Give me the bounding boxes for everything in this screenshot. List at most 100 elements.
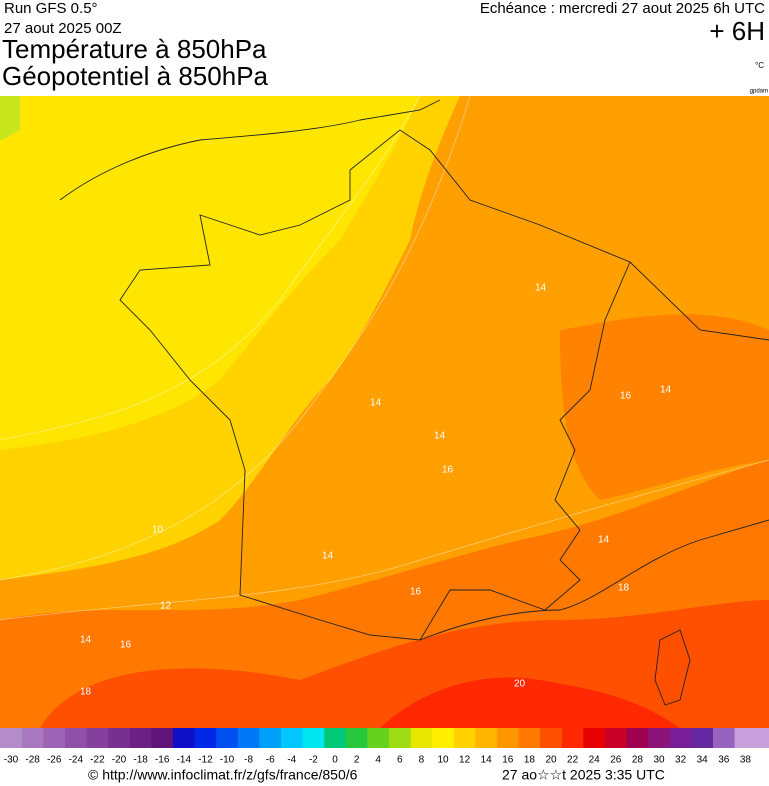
contour-label: 14 xyxy=(660,385,672,396)
colorbar-swatch xyxy=(129,728,152,748)
contour-label: 14 xyxy=(434,431,446,442)
contour-label: 20 xyxy=(514,679,526,690)
france-border xyxy=(119,129,631,641)
border xyxy=(629,261,769,341)
colorbar-label: 22 xyxy=(567,755,579,766)
colorbar-label: 6 xyxy=(397,755,403,766)
zone-16 xyxy=(560,314,769,500)
contour xyxy=(0,95,471,581)
colorbar-label: 24 xyxy=(589,755,601,766)
colorbar-swatch xyxy=(86,728,109,748)
echeance: Echéance : mercredi 27 aout 2025 6h UTC xyxy=(480,0,765,17)
contour-label: 18 xyxy=(618,583,630,594)
contour-label: 14 xyxy=(370,398,382,409)
contour-label: 12 xyxy=(160,601,172,612)
colorbar-swatch xyxy=(173,728,196,748)
contour xyxy=(0,95,421,441)
colorbar-label: 14 xyxy=(481,755,493,766)
colorbar-label: -8 xyxy=(244,755,253,766)
title: Température à 850hPa xyxy=(2,34,267,64)
colorbar-label: 8 xyxy=(419,755,425,766)
contour-label: 14 xyxy=(535,283,547,294)
contour-label: 14 xyxy=(322,551,334,562)
colorbar-edge xyxy=(0,728,1,748)
colorbar-label: 12 xyxy=(459,755,471,766)
contour-label: 10 xyxy=(152,525,164,536)
colorbar-label: 32 xyxy=(675,755,687,766)
colorbar-label: -28 xyxy=(25,755,40,766)
colorbar-label: -12 xyxy=(198,755,213,766)
colorbar-label: 18 xyxy=(524,755,536,766)
corsica xyxy=(654,629,691,706)
uk-coast xyxy=(59,99,441,201)
colorbar-swatch xyxy=(713,728,736,748)
colorbar-label: 34 xyxy=(697,755,709,766)
colorbar-swatch xyxy=(475,728,498,748)
contour-label: 16 xyxy=(442,465,454,476)
zone-8 xyxy=(0,96,20,140)
colorbar-swatch xyxy=(497,728,520,748)
colorbar-swatch xyxy=(259,728,282,748)
map: 10 12 14 16 18 20 14 14 16 14 16 14 18 1… xyxy=(0,95,769,728)
colorbar-label: 26 xyxy=(610,755,622,766)
colorbar-label: 10 xyxy=(437,755,449,766)
colorbar-label: -24 xyxy=(69,755,84,766)
colorbar-swatch xyxy=(518,728,541,748)
colorbar-label: -6 xyxy=(266,755,275,766)
colorbar-label: 16 xyxy=(502,755,514,766)
colorbar-swatch xyxy=(540,728,563,748)
colorbar-label: 0 xyxy=(332,755,338,766)
colorbar-swatch xyxy=(65,728,88,748)
colorbar-swatch xyxy=(389,728,412,748)
colorbar-label: -4 xyxy=(287,755,296,766)
colorbar-swatch xyxy=(561,728,584,748)
colorbar-swatch xyxy=(367,728,390,748)
colorbar-label: -10 xyxy=(220,755,235,766)
colorbar-swatch xyxy=(410,728,433,748)
zone-10 xyxy=(0,96,420,450)
unit: °C xyxy=(755,61,764,70)
colorbar-swatch xyxy=(345,728,368,748)
contour xyxy=(0,459,769,621)
colorbar-swatch xyxy=(237,728,260,748)
contour-label: 16 xyxy=(120,640,132,651)
colorbar-label: 2 xyxy=(354,755,360,766)
colorbar-swatch xyxy=(432,728,455,748)
contour-label: 16 xyxy=(620,391,632,402)
med-coast xyxy=(419,519,769,641)
colorbar-label: -14 xyxy=(177,755,192,766)
contour-label: 16 xyxy=(410,587,422,598)
colorbar-swatch xyxy=(194,728,217,748)
colorbar-swatch xyxy=(151,728,174,748)
footer-url: © http://www.infoclimat.fr/z/gfs/france/… xyxy=(88,767,358,783)
colorbar-swatch xyxy=(43,728,66,748)
zone-22 xyxy=(380,677,680,728)
colorbar-swatch xyxy=(0,728,23,748)
colorbar-swatch xyxy=(302,728,325,748)
colorbar-swatch xyxy=(669,728,692,748)
colorbar-swatch xyxy=(324,728,347,748)
footer-time: 27 ao☆☆t 2025 3:35 UTC xyxy=(502,767,665,783)
subtitle: Géopotentiel à 850hPa xyxy=(2,61,269,91)
colorbar-swatch xyxy=(691,728,714,748)
colorbar-label: 28 xyxy=(632,755,644,766)
run: Run GFS 0.5° xyxy=(4,0,98,17)
contour-label: 14 xyxy=(80,635,92,646)
colorbar-swatch xyxy=(453,728,476,748)
colorbar-label: -26 xyxy=(47,755,62,766)
colorbar-label: -16 xyxy=(155,755,170,766)
run-date: 27 aout 2025 00Z xyxy=(4,20,122,37)
colorbar-label: 38 xyxy=(740,755,752,766)
colorbar-label: -20 xyxy=(112,755,127,766)
colorbar-label: 30 xyxy=(653,755,665,766)
colorbar: -30 -28 -26 -24 -22 -20 -18 -16 -14 -12 -10 -8 -6 -4-… xyxy=(0,728,769,766)
colorbar-swatch xyxy=(605,728,628,748)
offset: + 6H xyxy=(709,16,765,46)
colorbar-label: -30 xyxy=(4,755,19,766)
colorbar-label: -22 xyxy=(90,755,105,766)
colorbar-label: 4 xyxy=(375,755,381,766)
colorbar-edge xyxy=(756,728,769,748)
colorbar-swatch xyxy=(281,728,304,748)
colorbar-swatch xyxy=(734,728,757,748)
